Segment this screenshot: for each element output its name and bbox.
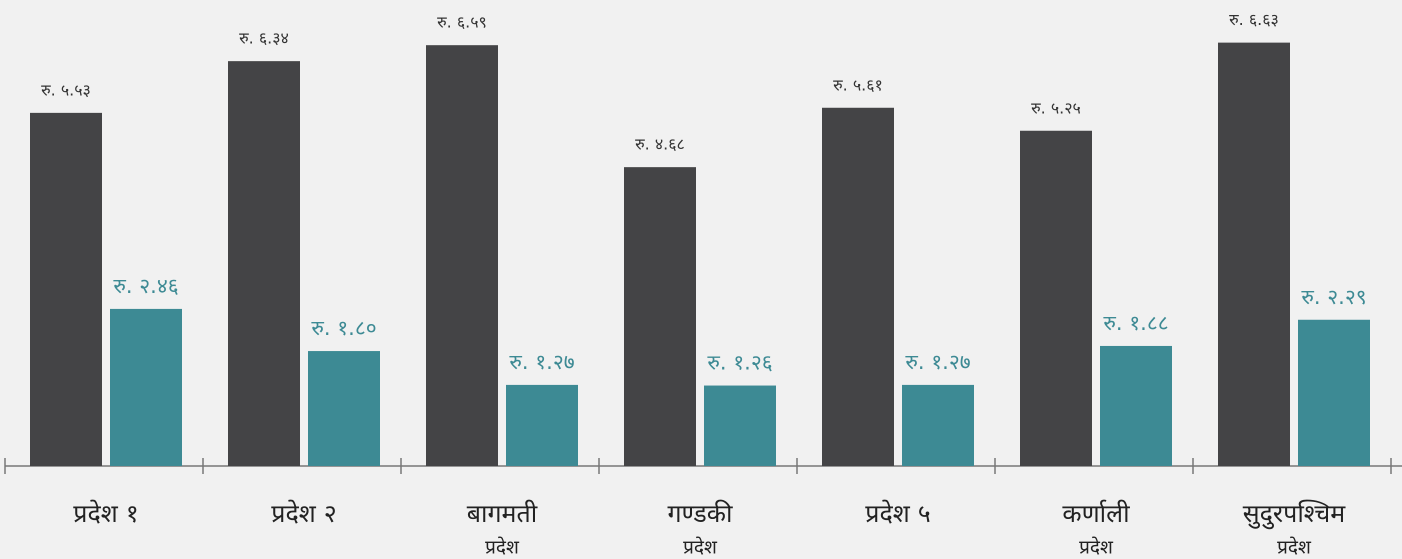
value-label: रु. १.८० xyxy=(311,316,376,340)
value-label: रु. ६.३४ xyxy=(239,29,289,48)
value-label: रु. १.२७ xyxy=(905,350,970,374)
bar xyxy=(1100,346,1172,466)
x-tick-label: प्रदेश xyxy=(1079,536,1114,559)
bar xyxy=(308,351,380,466)
value-label: रु. ४.६८ xyxy=(635,135,685,154)
page: रु. ५.५३ रु. २.४६ प्रदेश १ रु. ६.३४ रु. १.८०… xyxy=(0,0,1402,559)
value-label: रु. ६.५९ xyxy=(437,13,487,32)
bar xyxy=(1218,43,1290,466)
x-tick-label: कर्णाली xyxy=(1062,499,1130,528)
x-tick-label: प्रदेश xyxy=(485,536,520,559)
bar xyxy=(704,386,776,466)
value-label: रु. १.२६ xyxy=(707,351,772,375)
x-tick-label: बागमती xyxy=(467,499,538,528)
bar xyxy=(1020,131,1092,466)
bar xyxy=(228,61,300,466)
chart: रु. ५.५३ रु. २.४६ प्रदेश १ रु. ६.३४ रु. १.८०… xyxy=(0,0,1402,559)
value-label: रु. ६.६३ xyxy=(1229,10,1279,29)
x-tick-label: प्रदेश xyxy=(683,536,718,559)
x-tick-label: प्रदेश xyxy=(1277,536,1312,559)
x-tick-label: सुदुरपश्चिम xyxy=(1243,499,1347,530)
bar xyxy=(1298,320,1370,466)
value-label: रु. ५.५३ xyxy=(41,80,91,99)
bar xyxy=(902,385,974,466)
value-label: रु. १.२७ xyxy=(509,350,574,374)
bar xyxy=(426,45,498,466)
x-tick-label: गण्डकी xyxy=(667,499,733,528)
bar xyxy=(624,167,696,466)
x-tick-label: प्रदेश १ xyxy=(73,499,138,528)
bar xyxy=(822,108,894,466)
value-label: रु. ५.६१ xyxy=(833,75,883,94)
x-tick-label: प्रदेश ५ xyxy=(865,499,930,528)
bar xyxy=(30,113,102,466)
value-label: रु. २.२९ xyxy=(1301,285,1366,309)
x-tick-label: प्रदेश २ xyxy=(271,499,336,528)
value-label: रु. २.४६ xyxy=(113,274,178,298)
bar xyxy=(506,385,578,466)
bar xyxy=(110,309,182,466)
value-label: रु. १.८८ xyxy=(1103,311,1168,335)
value-label: रु. ५.२५ xyxy=(1031,98,1081,117)
